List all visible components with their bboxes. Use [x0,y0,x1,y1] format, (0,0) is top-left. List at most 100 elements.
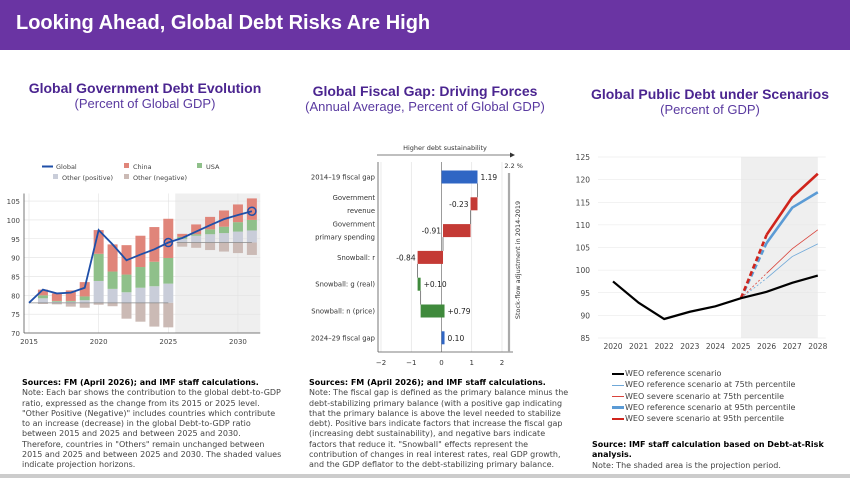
bar-segment-other-positive- [107,288,118,303]
global-debt-line [28,210,253,304]
bar-segment-usa [79,296,90,301]
waterfall-bar [420,304,445,318]
bar-segment-china [37,289,48,296]
legend-label: China [133,163,152,171]
series-line [766,229,819,274]
y-tick-label: 85 [580,334,590,343]
top-label: Higher debt sustainability [403,144,487,152]
bar-segment-other-negative [107,302,118,307]
page-title: Looking Ahead, Global Debt Risks Are Hig… [16,12,431,34]
global-marker [247,206,257,216]
x-tick-label: 2024 [706,342,725,351]
chart1-note: Note: Each bar shows the contribution to… [22,388,282,470]
series-line [612,274,819,321]
bar-segment-other-positive- [232,231,243,243]
legend-label: WEO reference scenario at 95th percentil… [625,402,796,412]
bar-segment-other-positive- [65,301,76,303]
bar-segment-other-negative [163,302,174,328]
bar-segment-other-positive- [246,230,257,243]
category-label: Snowball: g (real) [315,281,375,289]
legend-label: Other (positive) [62,174,113,182]
stock-flow-label: Stock-flow adjustment in 2014-2019 [514,201,522,319]
bar-segment-other-positive- [37,298,48,303]
chart3-title-text: Global Public Debt under Scenarios [590,86,830,102]
stock-flow-value: 2.2 % [504,162,523,170]
y-tick-label: 85 [11,273,20,281]
y-tick-label: 95 [11,236,20,244]
y-tick-label: 100 [576,266,591,275]
series-line-dashed [740,277,767,299]
category-label: 2024–29 fiscal gap [311,334,375,342]
chart2-fiscal-gap: −2 −1 0 1 2 Higher debt sustainability 2.2 % St… [311,144,523,367]
bar-segment-other-positive- [121,292,132,303]
chart2-notes: Sources: FM (April 2026); and IMF staff … [309,378,571,471]
series-line [766,243,818,279]
x-tick-label: 2030 [229,338,247,346]
legend-label: WEO severe scenario at 95th percentile [625,414,785,424]
legend-swatch [53,174,58,179]
bar-segment-china [107,244,118,272]
bar-segment-china [205,216,216,230]
chart2-title: Global Fiscal Gap: Driving Forces (Annual… [285,83,565,114]
bar-segment-other-positive- [163,283,174,303]
chart1-debt-evolution: 70 75 80 85 90 95 100 105 2015 2020 2025 2030 Global… [7,163,261,346]
data-label: +0.10 [424,280,447,289]
bar-segment-china [135,235,146,268]
bar-segment-usa [205,229,216,235]
bar-segment-china [232,204,243,223]
bar-segment-usa [232,222,243,232]
bar-segment-usa [37,295,48,299]
chart3-legend: WEO reference scenario WEO reference scen… [612,368,795,424]
bar-segment-china [51,293,62,301]
legend-item: WEO severe scenario at 75th percentile [612,391,795,402]
legend-swatch [612,372,624,375]
x-tick-label: 1 [470,359,474,367]
waterfall-bar [441,170,478,184]
bar-segment-other-positive- [51,301,62,303]
bar-segment-other-negative [37,302,48,304]
footer-divider [0,474,850,478]
bar-segment-usa [149,261,160,287]
bar-segment-other-negative [79,302,90,308]
bar-segment-china [246,198,257,220]
y-tick-label: 100 [7,217,20,225]
projection-shading [175,193,261,333]
bar-segment-other-negative [246,242,257,255]
legend-label: USA [206,163,220,171]
bar-segment-other-negative [205,242,216,251]
legend-swatch [197,163,202,168]
bar-segment-other-positive- [79,300,90,303]
series-line [765,191,819,244]
legend-item: WEO severe scenario at 95th percentile [612,413,795,424]
data-label: 1.19 [480,173,497,182]
legend-item: WEO reference scenario [612,368,795,379]
y-tick-label: 90 [11,255,20,263]
chart3-subtitle: (Percent of GDP) [660,102,760,117]
x-tick-label: 2026 [757,342,776,351]
legend-label: WEO severe scenario at 75th percentile [625,391,785,401]
arrow-head-icon [510,152,515,158]
chart1-title-text: Global Government Debt Evolution [28,80,262,96]
bar-segment-other-negative [219,242,230,252]
legend-swatch [612,406,624,409]
bar-segment-other-negative [51,302,62,305]
bar-segment-other-positive- [191,235,202,243]
x-tick-label: 2028 [808,342,827,351]
x-tick-label: 2025 [159,338,177,346]
data-label: -0.84 [396,253,416,262]
chart3-source: Source: IMF staff calculation based on D… [592,440,824,460]
legend-label: WEO reference scenario [625,369,722,378]
chart3-title: Global Public Debt under Scenarios (Perce… [570,86,850,117]
chart2-source: Sources: FM (April 2026); and IMF staff … [309,378,546,387]
legend-swatch [612,384,624,386]
y-tick-label: 105 [7,198,20,206]
category-label: Snowball: n (price) [311,308,375,316]
category-label: 2014–19 fiscal gap [311,174,375,182]
x-tick-label: 2021 [629,342,648,351]
legend-label: WEO reference scenario at 75th percentil… [625,380,796,390]
bar-segment-usa [135,267,146,288]
bar-segment-china [65,290,76,301]
x-tick-label: −2 [376,359,386,367]
bar-segment-usa [191,234,202,236]
data-label: +0.79 [448,307,471,316]
